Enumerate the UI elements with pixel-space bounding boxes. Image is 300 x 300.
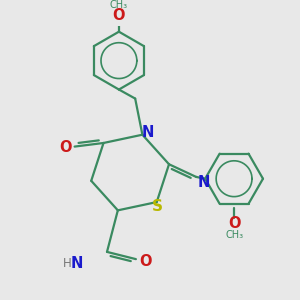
Text: O: O — [140, 254, 152, 269]
Text: O: O — [113, 8, 125, 23]
Text: N: N — [197, 175, 209, 190]
Text: N: N — [71, 256, 83, 271]
Text: CH₃: CH₃ — [110, 0, 128, 10]
Text: O: O — [228, 216, 240, 231]
Text: N: N — [142, 124, 154, 140]
Text: CH₃: CH₃ — [225, 230, 243, 240]
Text: S: S — [152, 199, 163, 214]
Text: H: H — [63, 257, 72, 270]
Text: O: O — [59, 140, 72, 155]
